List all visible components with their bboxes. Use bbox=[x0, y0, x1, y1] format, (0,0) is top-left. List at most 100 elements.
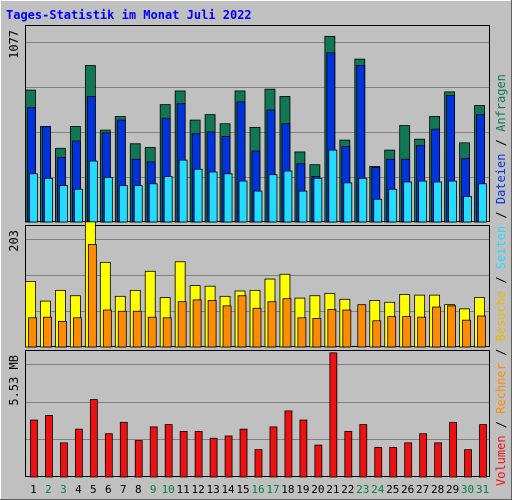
bar-volumen-day-29 bbox=[449, 421, 457, 478]
bar-volumen-day-2 bbox=[45, 415, 53, 478]
day-label-3: 3 bbox=[60, 483, 67, 496]
day-label-17: 17 bbox=[266, 483, 279, 496]
y-axis-max-label: 203 bbox=[7, 230, 21, 252]
bar-volumen-day-19 bbox=[299, 419, 308, 478]
bar-seiten-day-9 bbox=[148, 183, 158, 223]
legend-item-dateien: Dateien bbox=[494, 154, 508, 205]
bar-volumen-day-31 bbox=[479, 424, 487, 478]
bar-rechner-day-29 bbox=[447, 305, 456, 348]
legend-text: Volumen / Rechner / Besuche / Seiten / D… bbox=[494, 74, 508, 486]
bar-seiten-day-10 bbox=[163, 176, 173, 223]
legend-separator: / bbox=[494, 341, 508, 363]
series-rechner bbox=[28, 244, 486, 348]
day-label-15: 15 bbox=[236, 483, 249, 496]
day-label-21: 21 bbox=[326, 483, 339, 496]
day-label-2: 2 bbox=[45, 483, 52, 496]
legend-item-anfragen: Anfragen bbox=[494, 74, 508, 132]
legend-separator: / bbox=[494, 414, 508, 436]
day-label-8: 8 bbox=[135, 483, 142, 496]
bar-seiten-day-20 bbox=[313, 177, 323, 223]
bar-volumen-day-26 bbox=[404, 442, 413, 478]
bar-volumen-day-24 bbox=[374, 446, 383, 478]
series-volumen bbox=[30, 352, 487, 478]
day-label-14: 14 bbox=[221, 483, 235, 496]
bar-seiten-day-16 bbox=[253, 190, 263, 223]
bar-rechner-day-1 bbox=[28, 317, 37, 348]
bar-seiten-day-21 bbox=[328, 149, 338, 223]
bar-volumen-day-28 bbox=[434, 442, 443, 478]
day-label-10: 10 bbox=[162, 483, 175, 496]
day-label-23: 23 bbox=[356, 483, 369, 496]
bar-rechner-day-20 bbox=[312, 317, 322, 348]
day-label-6: 6 bbox=[105, 483, 112, 496]
legend-separator: / bbox=[494, 132, 508, 154]
bar-seiten-day-6 bbox=[103, 177, 113, 223]
bar-seiten-day-27 bbox=[418, 180, 428, 223]
bar-seiten-day-14 bbox=[223, 173, 233, 223]
y-axis-max-label: 5.53 MB bbox=[7, 355, 21, 406]
bar-seiten-day-1 bbox=[29, 173, 38, 223]
bar-seiten-day-5 bbox=[88, 160, 98, 223]
bar-rechner-day-26 bbox=[402, 316, 412, 348]
legend-item-besuche: Besuche bbox=[494, 291, 508, 342]
bar-seiten-day-26 bbox=[403, 181, 413, 223]
bar-rechner-day-3 bbox=[58, 320, 67, 348]
bar-seiten-day-3 bbox=[59, 185, 68, 223]
bar-volumen-day-20 bbox=[314, 444, 323, 478]
bar-volumen-day-12 bbox=[194, 431, 203, 478]
panels: 1077 203 5.53 MB bbox=[7, 25, 490, 478]
bar-rechner-day-4 bbox=[72, 317, 82, 348]
bar-volumen-day-14 bbox=[224, 435, 233, 478]
bar-rechner-day-2 bbox=[43, 316, 52, 348]
bar-volumen-day-5 bbox=[89, 399, 98, 478]
bar-seiten-day-12 bbox=[193, 168, 203, 223]
legend-item-rechner: Rechner bbox=[494, 363, 508, 414]
bar-volumen-day-13 bbox=[209, 437, 218, 478]
legend-separator: / bbox=[494, 269, 508, 291]
bar-volumen-day-3 bbox=[60, 442, 68, 478]
bar-seiten-day-30 bbox=[463, 196, 472, 223]
panel-1: 1077 bbox=[7, 25, 490, 223]
bar-seiten-day-4 bbox=[73, 188, 83, 223]
bar-volumen-day-21 bbox=[329, 352, 338, 478]
bar-volumen-day-10 bbox=[164, 424, 173, 478]
bar-rechner-day-8 bbox=[132, 310, 142, 348]
day-label-28: 28 bbox=[431, 483, 444, 496]
bar-rechner-day-17 bbox=[267, 301, 277, 348]
day-labels: 1 2 3 4 5 6 7 8 9 10 11 12 13 14 15 16 17 18 19 20 21 22 23 24 2… bbox=[30, 483, 489, 496]
bar-rechner-day-7 bbox=[117, 310, 127, 348]
day-label-7: 7 bbox=[120, 483, 127, 496]
bar-volumen-day-23 bbox=[359, 424, 368, 478]
bar-rechner-day-28 bbox=[432, 306, 442, 348]
bar-volumen-day-30 bbox=[464, 449, 472, 478]
bar-rechner-day-5 bbox=[87, 244, 97, 348]
day-label-20: 20 bbox=[311, 483, 324, 496]
bar-seiten-day-23 bbox=[358, 177, 368, 223]
bar-rechner-day-31 bbox=[477, 315, 486, 348]
bar-seiten-day-28 bbox=[433, 181, 443, 223]
bar-rechner-day-13 bbox=[207, 300, 217, 348]
bar-volumen-day-16 bbox=[254, 449, 263, 478]
day-label-13: 13 bbox=[206, 483, 219, 496]
bar-seiten-day-31 bbox=[478, 183, 487, 223]
bar-volumen-day-11 bbox=[179, 431, 188, 478]
y-axis-max-label: 1077 bbox=[7, 30, 21, 59]
day-label-24: 24 bbox=[371, 483, 385, 496]
bar-volumen-day-18 bbox=[284, 410, 293, 478]
bar-volumen-day-6 bbox=[104, 433, 113, 478]
panel-2: 203 bbox=[7, 221, 490, 348]
bar-rechner-day-11 bbox=[177, 301, 187, 348]
day-label-1: 1 bbox=[30, 483, 37, 496]
bar-volumen-day-17 bbox=[269, 426, 278, 478]
bar-rechner-day-24 bbox=[372, 320, 382, 348]
legend-item-seiten: Seiten bbox=[494, 226, 508, 269]
bar-rechner-day-21 bbox=[327, 309, 337, 348]
bar-rechner-day-16 bbox=[252, 307, 262, 348]
bar-rechner-day-18 bbox=[282, 298, 292, 348]
bar-volumen-day-4 bbox=[74, 428, 83, 478]
bar-seiten-day-7 bbox=[118, 185, 128, 223]
legend-item-volumen: Volumen bbox=[494, 435, 508, 486]
bar-rechner-day-25 bbox=[387, 316, 397, 348]
bar-volumen-day-9 bbox=[149, 426, 158, 478]
